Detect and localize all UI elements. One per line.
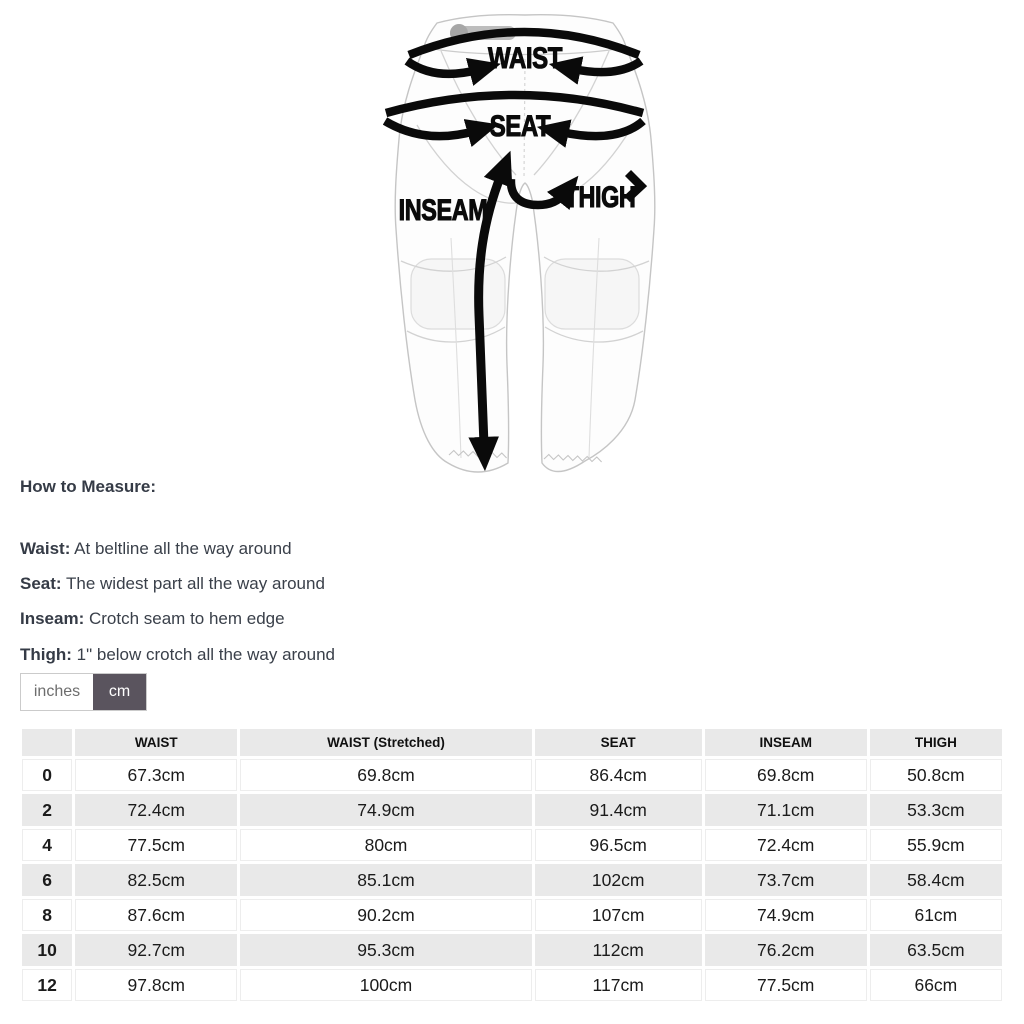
table-row: 0 67.3cm 69.8cm 86.4cm 69.8cm 50.8cm [22, 759, 1002, 791]
table-row: 2 72.4cm 74.9cm 91.4cm 71.1cm 53.3cm [22, 794, 1002, 826]
measurement-value: 61cm [869, 899, 1002, 931]
waist-ellipse-top-arc [407, 27, 641, 59]
column-header-seat: SEAT [534, 729, 702, 756]
thigh-arrow [506, 175, 579, 211]
table-row: 12 97.8cm 100cm 117cm 77.5cm 66cm [22, 969, 1002, 1001]
measurement-value: 74.9cm [704, 899, 867, 931]
column-header-thigh: THIGH [869, 729, 1002, 756]
measurement-value: 58.4cm [869, 864, 1002, 896]
measurement-arrows [383, 27, 648, 472]
size-value: 4 [22, 829, 73, 861]
measurement-value: 96.5cm [534, 829, 702, 861]
measurement-value: 74.9cm [240, 794, 532, 826]
thigh-right-chevron [624, 169, 648, 203]
size-table-header-row: WAIST WAIST (Stretched) SEAT INSEAM THIGH [22, 729, 1002, 756]
measurement-value: 73.7cm [704, 864, 867, 896]
table-row: 8 87.6cm 90.2cm 107cm 74.9cm 61cm [22, 899, 1002, 931]
measurement-value: 50.8cm [869, 759, 1002, 791]
instruction-label: Inseam: [20, 609, 85, 628]
how-to-measure-heading: How to Measure: [20, 477, 157, 496]
measurement-value: 72.4cm [704, 829, 867, 861]
instruction-text: Crotch seam to hem edge [88, 609, 285, 628]
measurement-value: 90.2cm [240, 899, 532, 931]
instruction-label: Thigh: [20, 645, 72, 664]
measurement-value: 77.5cm [75, 829, 238, 861]
inseam-diagram-label: INSEAM [399, 193, 488, 226]
measurement-value: 69.8cm [704, 759, 867, 791]
measurement-value: 82.5cm [75, 864, 238, 896]
size-column-header [22, 729, 73, 756]
measurement-value: 53.3cm [869, 794, 1002, 826]
measurement-value: 76.2cm [704, 934, 867, 966]
instruction-text: At beltline all the way around [74, 539, 292, 558]
measurement-value: 107cm [534, 899, 702, 931]
measure-instruction-seat: Seat: The widest part all the way around [20, 574, 325, 594]
size-value: 6 [22, 864, 73, 896]
measurement-value: 91.4cm [534, 794, 702, 826]
measure-instruction-inseam: Inseam: Crotch seam to hem edge [20, 609, 285, 629]
table-row: 10 92.7cm 95.3cm 112cm 76.2cm 63.5cm [22, 934, 1002, 966]
measurement-value: 72.4cm [75, 794, 238, 826]
instruction-label: Seat: [20, 574, 62, 593]
waist-right-arrow [548, 56, 644, 85]
waist-diagram-label: WAIST [488, 40, 563, 74]
instruction-text: 1" below crotch all the way around [76, 645, 336, 664]
measurement-value: 92.7cm [75, 934, 238, 966]
measurement-value: 69.8cm [240, 759, 532, 791]
size-value: 8 [22, 899, 73, 931]
column-header-inseam: INSEAM [704, 729, 867, 756]
thigh-diagram-label: THIGH [565, 180, 636, 213]
measure-instruction-waist: Waist: At beltline all the way around [20, 539, 292, 559]
seat-ellipse-top-arc [384, 90, 645, 118]
pants-measurement-diagram: WAIST SEAT INSEAM THIGH [383, 13, 656, 473]
seat-diagram-label: SEAT [490, 108, 551, 142]
waist-left-arrow [404, 57, 501, 86]
measurement-value: 63.5cm [869, 934, 1002, 966]
size-value: 10 [22, 934, 73, 966]
instruction-text: The widest part all the way around [66, 574, 325, 593]
measurement-value: 66cm [869, 969, 1002, 1001]
table-row: 4 77.5cm 80cm 96.5cm 72.4cm 55.9cm [22, 829, 1002, 861]
seat-left-arrow [383, 117, 499, 147]
measurement-value: 77.5cm [704, 969, 867, 1001]
size-value: 2 [22, 794, 73, 826]
inseam-arrow [468, 150, 513, 472]
cm-toggle-button[interactable]: cm [93, 674, 146, 710]
measurement-value: 95.3cm [240, 934, 532, 966]
measurement-value: 80cm [240, 829, 532, 861]
measurement-value: 117cm [534, 969, 702, 1001]
measurement-value: 67.3cm [75, 759, 238, 791]
measurement-value: 100cm [240, 969, 532, 1001]
size-value: 0 [22, 759, 73, 791]
measurement-value: 112cm [534, 934, 702, 966]
measure-instruction-thigh: Thigh: 1" below crotch all the way aroun… [20, 645, 335, 665]
inches-toggle-button[interactable]: inches [21, 674, 93, 710]
measurement-value: 97.8cm [75, 969, 238, 1001]
measurement-value: 71.1cm [704, 794, 867, 826]
column-header-waist: WAIST [75, 729, 238, 756]
measurement-value: 85.1cm [240, 864, 532, 896]
measurement-value: 87.6cm [75, 899, 238, 931]
unit-toggle: inches cm [20, 673, 147, 711]
measurement-value: 102cm [534, 864, 702, 896]
table-row: 6 82.5cm 85.1cm 102cm 73.7cm 58.4cm [22, 864, 1002, 896]
seat-right-arrow [536, 117, 646, 148]
size-value: 12 [22, 969, 73, 1001]
instruction-label: Waist: [20, 539, 71, 558]
column-header-waist-stretched-: WAIST (Stretched) [240, 729, 532, 756]
measurement-value: 86.4cm [534, 759, 702, 791]
measurement-value: 55.9cm [869, 829, 1002, 861]
pants-outline-graphic [394, 13, 656, 473]
